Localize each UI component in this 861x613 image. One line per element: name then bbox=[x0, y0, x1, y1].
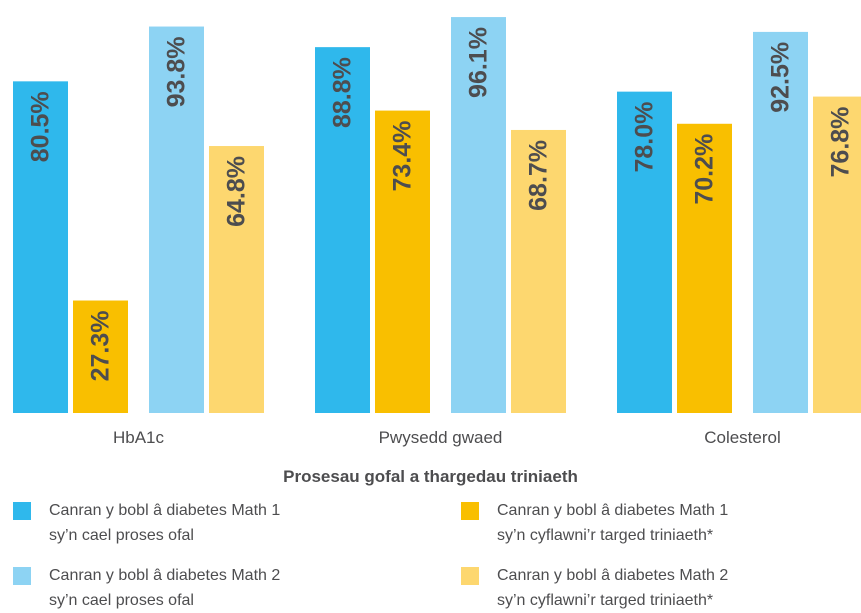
bar-value-label: 73.4% bbox=[389, 121, 417, 192]
bar-pwysedd-gwaed-series-1 bbox=[315, 47, 370, 413]
bar-value-label: 68.7% bbox=[525, 140, 553, 211]
legend-item-type1-process: Canran y bobl â diabetes Math 1 sy’n cae… bbox=[13, 498, 339, 548]
legend-label: Canran y bobl â diabetes Math 2 sy’n cae… bbox=[49, 567, 281, 609]
bar-colesterol-series-2 bbox=[677, 123, 732, 413]
legend-swatch bbox=[13, 502, 31, 520]
bar-value-label: 96.1% bbox=[465, 27, 493, 98]
bar-value-label: 78.0% bbox=[631, 102, 659, 173]
bar-value-label: 70.2% bbox=[691, 134, 719, 205]
legend-swatch bbox=[461, 502, 479, 520]
legend-swatch bbox=[13, 567, 31, 585]
bar-colesterol-series-1 bbox=[617, 91, 672, 413]
category-label: Colesterol bbox=[704, 428, 781, 447]
bar-value-label: 92.5% bbox=[767, 42, 795, 113]
bar-colesterol-series-3 bbox=[753, 31, 808, 414]
category-label: Pwysedd gwaed bbox=[379, 428, 503, 447]
bar-value-label: 64.8% bbox=[223, 156, 251, 227]
bar-colesterol-series-4 bbox=[813, 96, 861, 414]
legend-label: Canran y bobl â diabetes Math 1 sy’n cae… bbox=[49, 502, 281, 544]
legend-item-type1-target: Canran y bobl â diabetes Math 1 sy’n cyf… bbox=[461, 498, 787, 548]
legend-label: Canran y bobl â diabetes Math 2 sy’n cyf… bbox=[497, 567, 729, 609]
bar-hba1c-series-2 bbox=[73, 300, 128, 413]
bar-hba1c-series-3 bbox=[149, 26, 204, 413]
bar-value-label: 27.3% bbox=[87, 311, 115, 382]
legend-item-type2-target: Canran y bobl â diabetes Math 2 sy’n cyf… bbox=[461, 563, 787, 613]
bar-pwysedd-gwaed-series-3 bbox=[451, 17, 506, 414]
bar-hba1c-series-1 bbox=[13, 81, 68, 413]
legend-swatch bbox=[461, 567, 479, 585]
bar-chart: 80.5% 27.3% 93.8% 64.8% HbA1c 88.8% 73.4% 96.1%… bbox=[13, 17, 861, 447]
bar-value-label: 93.8% bbox=[163, 37, 191, 108]
bar-pwysedd-gwaed-series-2 bbox=[375, 110, 430, 413]
legend-item-type2-process: Canran y bobl â diabetes Math 2 sy’n cae… bbox=[13, 563, 339, 613]
bar-hba1c-series-4 bbox=[209, 146, 264, 414]
bar-pwysedd-gwaed-series-4 bbox=[511, 129, 566, 413]
bar-value-label: 76.8% bbox=[827, 107, 855, 178]
category-label: HbA1c bbox=[113, 428, 165, 447]
x-axis-title: Prosesau gofal a thargedau triniaeth bbox=[283, 467, 578, 486]
legend-label: Canran y bobl â diabetes Math 1 sy’n cyf… bbox=[497, 502, 729, 544]
bar-value-label: 88.8% bbox=[329, 57, 357, 128]
bar-value-label: 80.5% bbox=[27, 91, 55, 162]
